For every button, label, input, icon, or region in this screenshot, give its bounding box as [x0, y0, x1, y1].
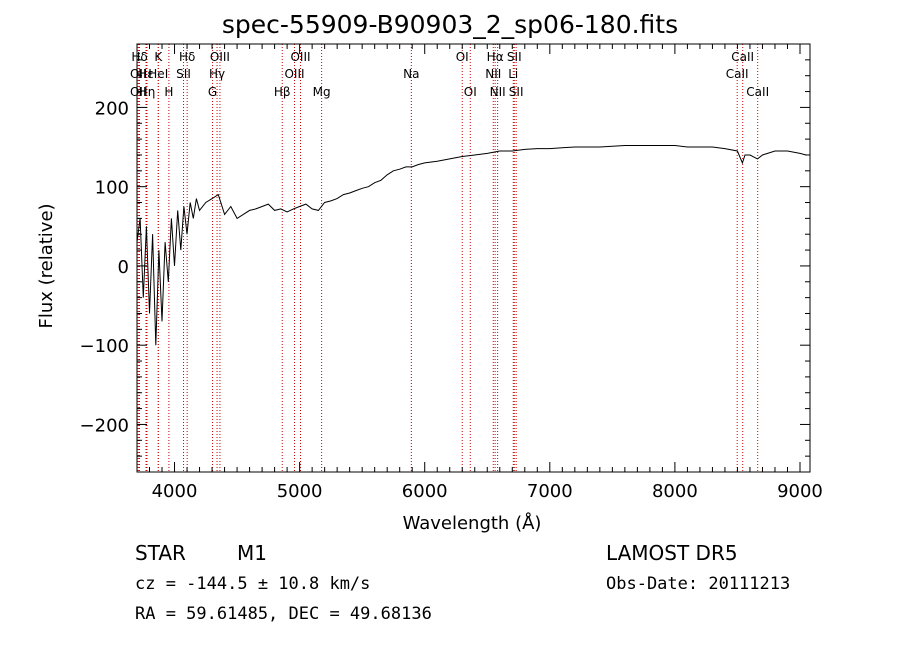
line-label-21: NII: [485, 67, 501, 81]
y-tick-label-0: 0: [118, 257, 129, 278]
line-label-25: SII: [509, 85, 524, 99]
spectral-line-markers: [137, 44, 759, 472]
line-label-16: Mg: [313, 85, 331, 99]
x-tick-label-6000: 6000: [402, 481, 448, 502]
line-label-23: SII: [507, 50, 522, 64]
x-tick-label-5000: 5000: [277, 481, 323, 502]
line-label-27: CaII: [726, 67, 749, 81]
line-label-20: Hα: [487, 50, 504, 64]
y-axis-ticks: −200 −100 0 100 200: [80, 43, 810, 473]
line-label-18: OI: [456, 50, 469, 64]
y-tick-label-100: 100: [95, 178, 129, 199]
line-label-8: Hδ: [179, 50, 195, 64]
line-label-14: OIII: [290, 50, 310, 64]
line-label-1: OII: [130, 67, 147, 81]
line-label-11: Hγ: [209, 67, 225, 81]
line-label-5: K: [154, 50, 163, 64]
x-tick-label-7000: 7000: [527, 481, 573, 502]
line-label-17: Na: [403, 67, 419, 81]
line-label-12: G: [208, 85, 217, 99]
redshift-velocity: cz = -144.5 ± 10.8 km/s: [135, 574, 371, 594]
x-axis-ticks: 4000 5000 6000 7000 8000 9000: [149, 44, 823, 502]
survey-name: LAMOST DR5: [606, 541, 738, 565]
line-label-7: H: [164, 85, 173, 99]
y-tick-label-200: 200: [95, 98, 129, 119]
line-label-3: Hε: [138, 67, 154, 81]
x-tick-label-9000: 9000: [777, 481, 823, 502]
line-label-28: CaII: [746, 85, 769, 99]
line-label-6: HeI: [148, 67, 168, 81]
line-label-13: Hβ: [274, 85, 291, 99]
line-label-4: Hη: [139, 85, 156, 99]
chart-title: spec-55909-B90903_2_sp06-180.fits: [221, 10, 679, 39]
flux-series-line: [136, 145, 807, 346]
line-label-19: OI: [464, 85, 477, 99]
line-label-15: OIII: [284, 67, 304, 81]
y-tick-label--100: −100: [80, 336, 129, 357]
x-tick-label-4000: 4000: [152, 481, 198, 502]
line-label-9: SII: [176, 67, 191, 81]
x-tick-label-8000: 8000: [652, 481, 698, 502]
line-label-10: OIII: [210, 50, 230, 64]
y-tick-label--200: −200: [80, 415, 129, 436]
line-label-22: NII: [490, 85, 506, 99]
plot-frame: [136, 43, 811, 473]
object-class: STAR: [135, 541, 186, 565]
observation-date: Obs-Date: 20111213: [606, 574, 791, 594]
line-label-24: Li: [508, 67, 518, 81]
y-axis-label: Flux (relative): [36, 203, 57, 328]
line-label-0: Hδ: [131, 50, 147, 64]
x-axis-label: Wavelength (Å): [403, 512, 542, 534]
line-label-26: CaII: [731, 50, 754, 64]
subclass: M1: [237, 541, 267, 565]
coordinates: RA = 59.61485, DEC = 49.68136: [135, 604, 432, 624]
